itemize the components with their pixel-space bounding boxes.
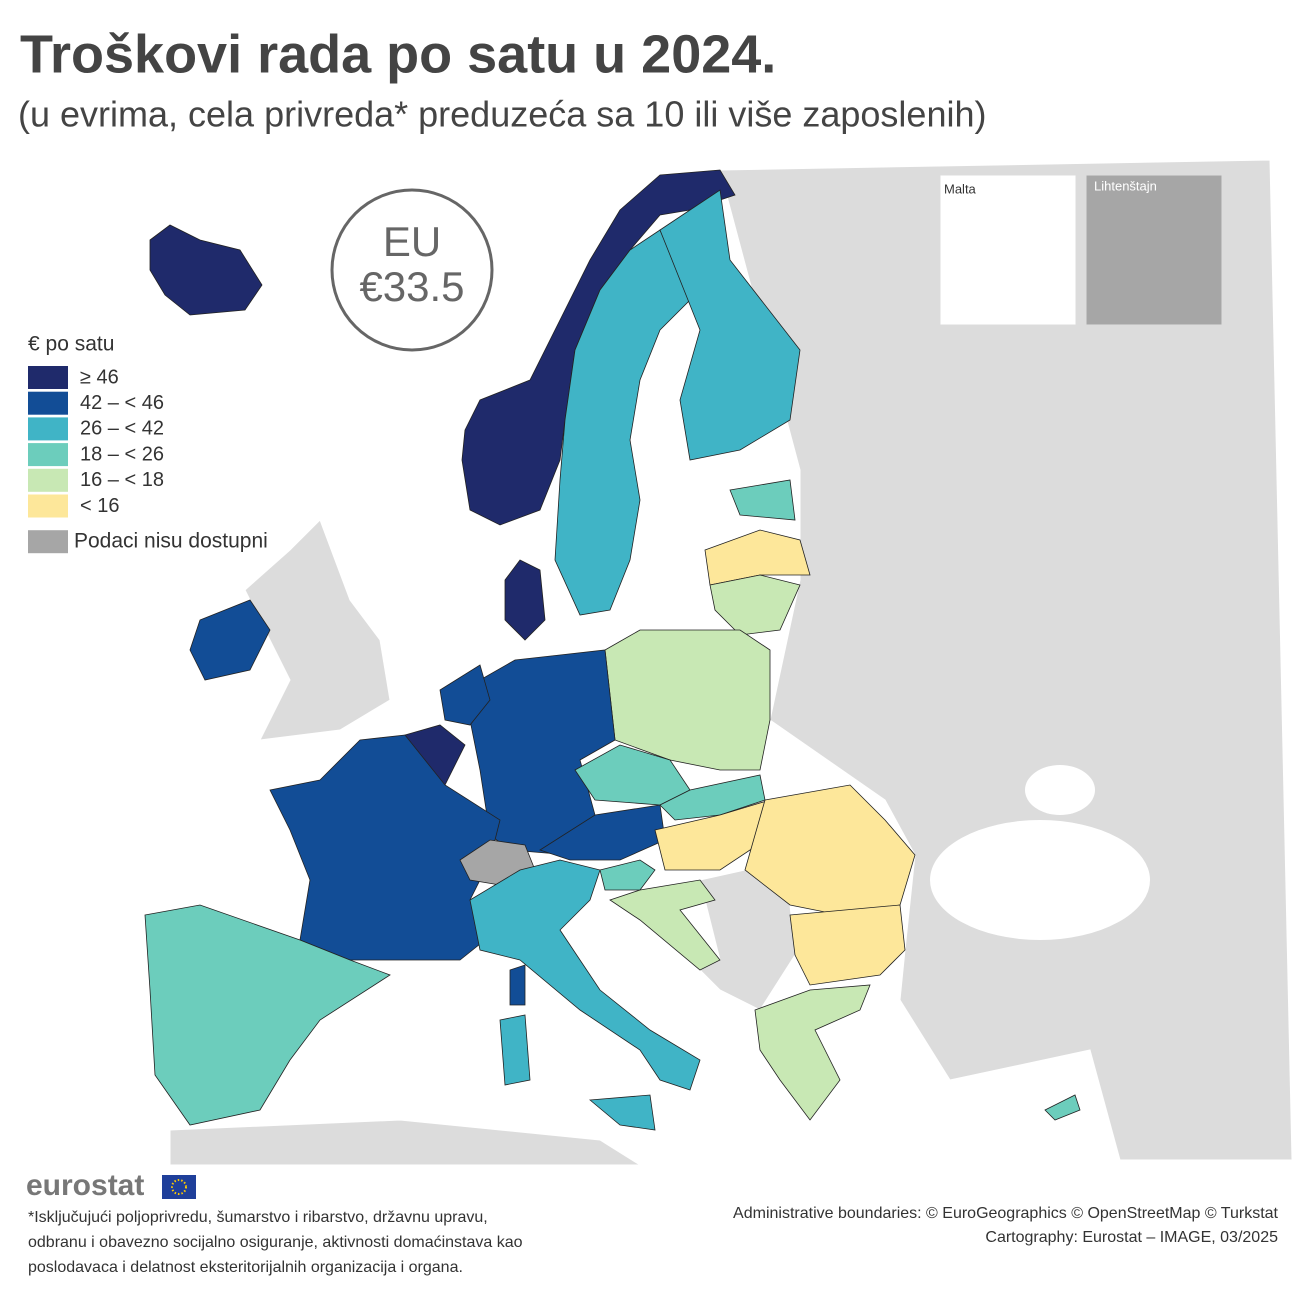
base-land <box>169 159 1293 1166</box>
sea <box>1025 765 1095 815</box>
country <box>469 859 701 1091</box>
sea <box>930 820 1150 940</box>
legend-swatch <box>28 391 68 415</box>
legend-title: € po satu <box>28 333 114 356</box>
legend-swatch <box>28 366 68 389</box>
country <box>609 879 721 971</box>
footnote: poslodavaca i delatnost eksteritorijalni… <box>28 1259 463 1276</box>
legend: ≥ 46 42 – < 46 26 – < 42 18 – < 26 16 – < 18… <box>28 366 268 554</box>
legend-label: 16 – < 18 <box>80 469 164 491</box>
inset-box <box>939 174 1077 326</box>
credits: Administrative boundaries: © EuroGeograp… <box>733 1205 1279 1222</box>
legend-swatch <box>28 494 68 518</box>
countries <box>144 169 1223 1131</box>
country <box>599 859 656 891</box>
footnote: odbranu i obavezno socijalno osiguranje,… <box>28 1234 523 1251</box>
legend-swatch <box>28 530 68 554</box>
credits: Cartography: Eurostat – IMAGE, 03/2025 <box>985 1229 1278 1246</box>
legend-label: Podaci nisu dostupni <box>74 530 268 553</box>
eu-value: €33.5 <box>359 263 464 310</box>
eu-badge <box>330 188 494 352</box>
country <box>659 189 801 461</box>
country <box>789 904 906 986</box>
country <box>1044 1094 1081 1121</box>
eu-flag <box>162 1175 196 1199</box>
land <box>244 519 391 741</box>
country <box>604 629 771 771</box>
legend-label: 18 – < 26 <box>80 443 164 465</box>
inset-label: Malta <box>944 181 977 196</box>
country <box>754 984 871 1121</box>
country <box>461 169 736 526</box>
eu-label: EU <box>383 218 441 265</box>
land <box>169 1119 642 1166</box>
legend-label: 26 – < 42 <box>80 418 164 440</box>
legend-label: 42 – < 46 <box>80 392 164 414</box>
country <box>588 1094 656 1131</box>
country <box>709 574 801 636</box>
land <box>719 159 1293 1161</box>
country <box>509 964 526 1006</box>
subtitle: (u evrima, cela privreda* preduzeća sa 1… <box>18 94 986 135</box>
footnote: *Isključujući poljoprivredu, šumarstvo i… <box>28 1209 488 1226</box>
legend-label: < 16 <box>80 495 119 517</box>
inset-label: Lihtenštajn <box>1094 178 1157 193</box>
logo: eurostat <box>26 1169 144 1202</box>
title: Troškovi rada po satu u 2024. <box>20 24 776 84</box>
country <box>554 229 691 616</box>
inset-box <box>1085 174 1223 326</box>
country <box>189 599 271 681</box>
legend-swatch <box>28 468 68 492</box>
country <box>149 224 263 316</box>
eu-stars <box>171 1179 187 1195</box>
legend-label: ≥ 46 <box>80 366 119 388</box>
country <box>729 479 796 521</box>
legend-swatch <box>28 417 68 441</box>
country <box>499 1014 531 1086</box>
country <box>144 904 391 1126</box>
legend-swatch <box>28 443 68 467</box>
country <box>504 559 546 641</box>
country <box>439 664 491 726</box>
